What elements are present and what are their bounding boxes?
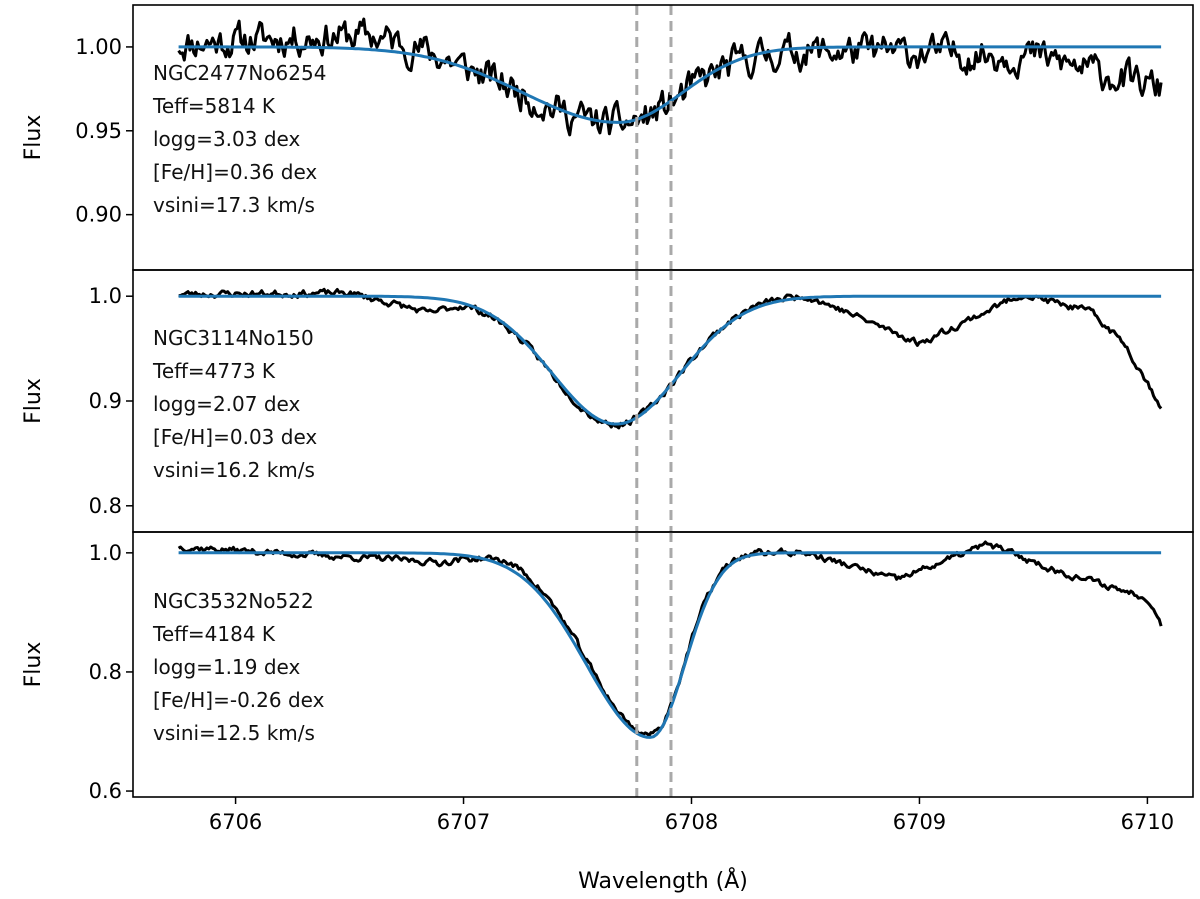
star-name: NGC3532No522 <box>153 589 314 613</box>
x-tick-label: 6708 <box>665 810 718 834</box>
star-name: NGC3114No150 <box>153 326 314 350</box>
y-tick-label: 1.0 <box>89 541 122 565</box>
logg-value: logg=2.07 dex <box>153 392 300 416</box>
y-axis-label: Flux <box>21 378 46 424</box>
y-tick-label: 0.8 <box>89 660 122 684</box>
panel-frame <box>132 531 1194 798</box>
feh-value: [Fe/H]=-0.26 dex <box>153 688 325 712</box>
y-tick-label: 0.9 <box>89 389 122 413</box>
panel-3: 0.6 0.8 1.0 Flux NGC3532No522 Teff=4184 K logg… <box>21 531 1194 803</box>
star-name: NGC2477No6254 <box>153 61 326 85</box>
logg-value: logg=1.19 dex <box>153 655 300 679</box>
x-tick-label: 6707 <box>437 810 490 834</box>
feh-value: [Fe/H]=0.03 dex <box>153 425 317 449</box>
y-tick-label: 0.8 <box>89 494 122 518</box>
teff-value: Teff=4184 K <box>152 622 276 646</box>
vsini-value: vsini=16.2 km/s <box>153 458 315 482</box>
x-tick-label: 6709 <box>893 810 946 834</box>
y-axis-label: Flux <box>21 115 46 161</box>
y-tick-label: 0.95 <box>75 119 122 143</box>
x-tick-label: 6706 <box>209 810 262 834</box>
teff-value: Teff=5814 K <box>152 94 276 118</box>
y-axis-label: Flux <box>21 642 46 688</box>
x-axis-label: Wavelength (Å) <box>578 867 748 894</box>
panel-1: 0.90 0.95 1.00 Flux NGC2477No6254 Teff=5814 K… <box>21 4 1194 271</box>
y-tick-label: 0.90 <box>75 203 122 227</box>
x-tick-label: 6710 <box>1121 810 1174 834</box>
panels-layer: 0.90 0.95 1.00 Flux NGC2477No6254 Teff=5814 K… <box>21 4 1194 834</box>
y-tick-label: 1.00 <box>75 35 122 59</box>
teff-value: Teff=4773 K <box>152 359 276 383</box>
vsini-value: vsini=12.5 km/s <box>153 721 315 745</box>
panel-2: 0.8 0.9 1.0 Flux NGC3114No150 Teff=4773 K logg… <box>21 269 1194 533</box>
vsini-value: vsini=17.3 km/s <box>153 193 315 217</box>
feh-value: [Fe/H]=0.36 dex <box>153 160 317 184</box>
x-axis: 6706 6707 6708 6709 6710 <box>209 797 1174 834</box>
y-tick-label: 1.0 <box>89 284 122 308</box>
y-tick-label: 0.6 <box>89 779 122 803</box>
logg-value: logg=3.03 dex <box>153 127 300 151</box>
